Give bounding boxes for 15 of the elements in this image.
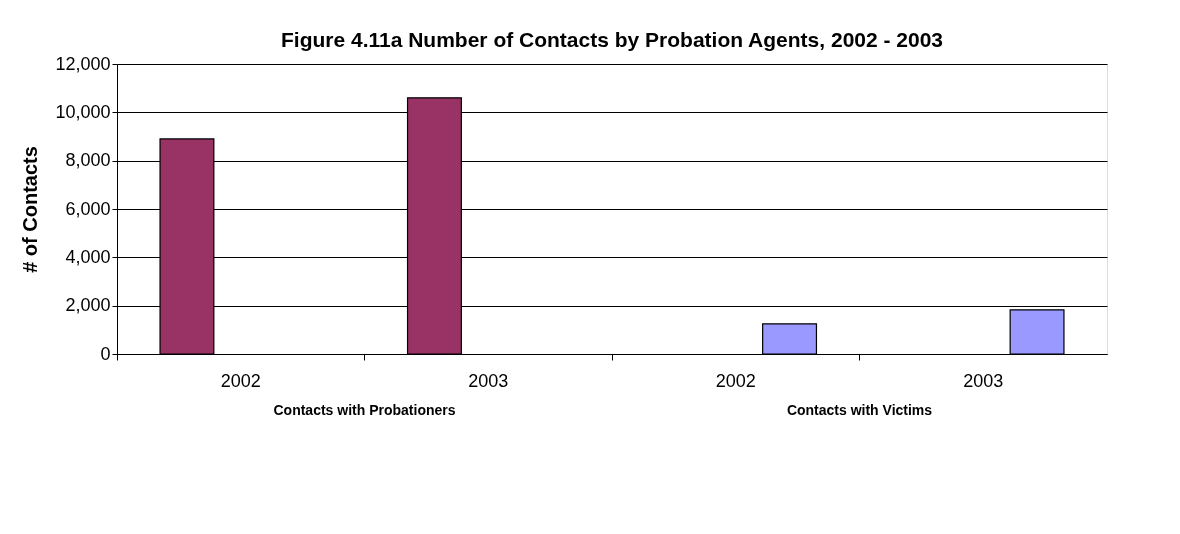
x-tick-label: 2003 <box>468 370 509 391</box>
x-tick-label: 2002 <box>220 370 261 391</box>
text: Contacts with Probationers <box>273 402 456 418</box>
y-tick-label: 10,000 <box>55 101 111 122</box>
y-tick-label: 4,000 <box>65 246 111 267</box>
y-tick-label: 6,000 <box>65 198 111 219</box>
x-tick-label: 2002 <box>715 370 756 391</box>
chart-title: Figure 4.11a Number of Contacts by Probation Agents, 2002 - 2003 <box>280 28 944 51</box>
y-axis-title: # of Contacts <box>19 146 42 273</box>
y-tick-label: 8,000 <box>65 150 111 171</box>
y-tick-label: 2,000 <box>65 295 111 316</box>
x-tick-label: 2003 <box>963 370 1004 391</box>
text: Contacts with Victims <box>786 402 933 418</box>
y-tick-label: 0 <box>100 343 111 364</box>
y-tick-label: 12,000 <box>55 53 111 74</box>
